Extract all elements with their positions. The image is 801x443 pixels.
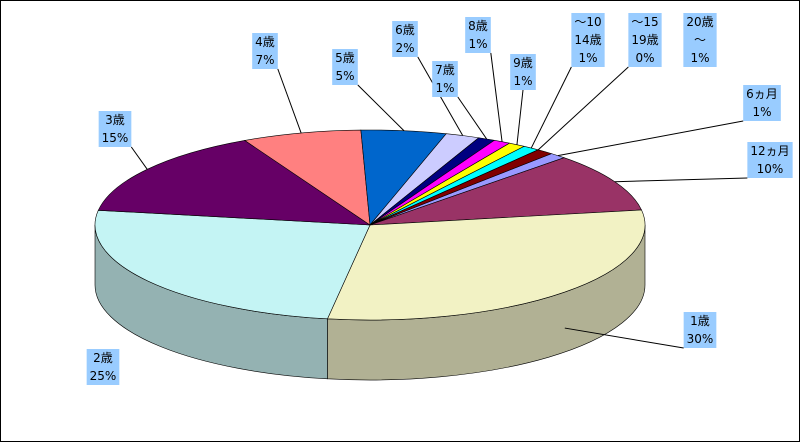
leader-line <box>530 66 572 149</box>
data-label-box <box>510 54 536 90</box>
category-label: 9歳 <box>513 56 533 70</box>
value-label: 1% <box>468 37 487 51</box>
leader-line <box>516 89 524 145</box>
category-label: 8歳 <box>468 19 488 33</box>
category-label: 12ヵ月 <box>750 144 789 158</box>
data-label: 12ヵ月 10% <box>747 142 793 178</box>
data-label-box <box>743 85 781 121</box>
category-label: ～15 <box>631 15 658 29</box>
leader-line <box>537 66 629 151</box>
value-label: 1% <box>435 81 454 95</box>
category-label: 14歳 <box>574 33 601 47</box>
value-label: 7% <box>255 53 274 67</box>
data-label-box <box>252 33 278 69</box>
category-label: 6歳 <box>395 23 415 37</box>
value-label: 1% <box>752 105 771 119</box>
data-label: 9歳1% <box>510 54 536 90</box>
data-label-box <box>86 349 120 385</box>
value-label: 25% <box>90 369 117 383</box>
data-label: ～10 14歳 1% <box>571 13 605 67</box>
data-label: 8歳1% <box>465 17 491 53</box>
category-label: 4歳 <box>255 35 275 49</box>
data-label-box <box>392 21 418 57</box>
leader-line <box>357 84 405 132</box>
data-label: 6歳2% <box>392 21 418 57</box>
slice-tops <box>94 129 646 321</box>
leader-line <box>277 68 302 134</box>
data-label: ～15 19歳 0% <box>628 13 662 67</box>
data-label-box <box>332 49 358 85</box>
slice <box>97 140 372 226</box>
category-label: 1歳 <box>690 314 710 328</box>
data-label-box <box>98 111 132 147</box>
data-label-box <box>683 312 717 348</box>
value-label: 0% <box>635 51 654 65</box>
category-label: 19歳 <box>631 33 658 47</box>
data-label: 20歳 ～ 1% <box>683 13 717 67</box>
category-label: 2歳 <box>93 351 113 365</box>
category-label: 6ヵ月 <box>746 87 778 101</box>
category-label: ～10 <box>574 15 601 29</box>
data-label: 7歳1% <box>432 61 458 97</box>
data-label: 4歳7% <box>252 33 278 69</box>
category-label: ～ <box>694 33 706 47</box>
value-label: 5% <box>335 69 354 83</box>
data-label-box <box>465 17 491 53</box>
value-label: 1% <box>578 51 597 65</box>
category-label: 20歳 <box>686 15 713 29</box>
slice <box>243 129 371 226</box>
value-label: 1% <box>513 74 532 88</box>
category-label: 5歳 <box>335 51 355 65</box>
data-label-box <box>571 13 605 67</box>
leader-line <box>457 96 488 140</box>
leader-line <box>564 327 684 349</box>
leader-line <box>614 177 748 183</box>
data-label: 5歳5% <box>332 49 358 85</box>
data-label-box <box>683 13 717 67</box>
data-label-box <box>628 13 662 67</box>
data-label-box <box>432 61 458 97</box>
slice <box>369 157 642 226</box>
value-label: 30% <box>687 332 714 346</box>
slice <box>327 209 646 321</box>
slice <box>94 209 371 320</box>
data-label-box <box>747 142 793 178</box>
leader-line <box>557 120 744 157</box>
category-label: 3歳 <box>105 113 125 127</box>
leader-line <box>490 52 503 142</box>
leader-line <box>130 146 148 170</box>
value-label: 1% <box>690 51 709 65</box>
category-label: 7歳 <box>435 63 455 77</box>
value-label: 15% <box>102 131 129 145</box>
value-label: 2% <box>395 41 414 55</box>
value-label: 10% <box>757 162 784 176</box>
